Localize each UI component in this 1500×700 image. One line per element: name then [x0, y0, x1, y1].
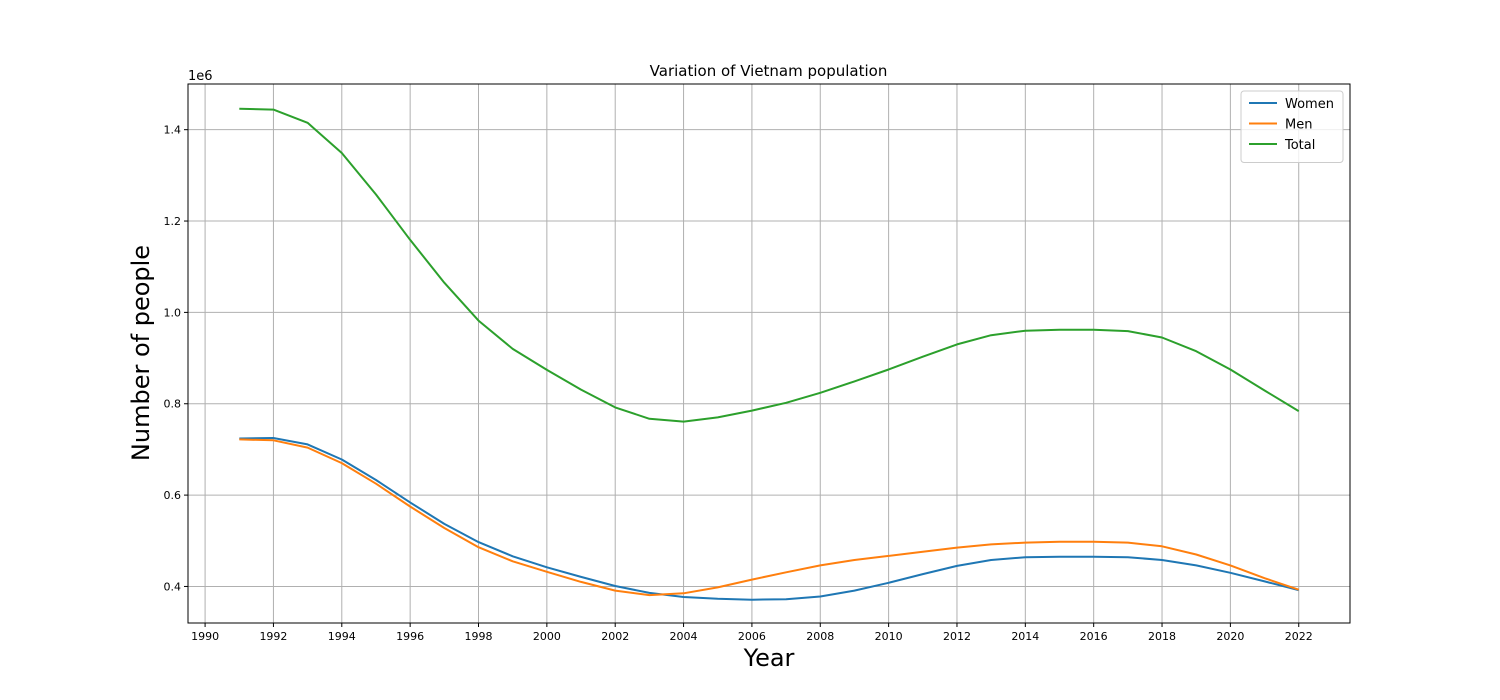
grid	[188, 84, 1350, 623]
x-tick-label: 1998	[465, 630, 493, 643]
x-tick-label: 1996	[396, 630, 424, 643]
y-tick-label: 1.4	[164, 124, 182, 137]
x-tick-label: 2010	[875, 630, 903, 643]
y-tick-label: 0.8	[164, 398, 182, 411]
x-tick-label: 2008	[806, 630, 834, 643]
y-tick-label: 0.4	[164, 580, 182, 593]
x-tick-label: 2020	[1216, 630, 1244, 643]
x-tick-label: 2006	[738, 630, 766, 643]
legend-label-total: Total	[1284, 138, 1315, 153]
x-axis-label: Year	[743, 644, 795, 672]
legend-label-women: Women	[1285, 97, 1334, 112]
y-tick-label: 1.0	[164, 306, 182, 319]
series-group	[239, 107, 1300, 601]
chart-title: Variation of Vietnam population	[650, 62, 888, 80]
series-line-men	[239, 438, 1300, 597]
x-tick-label: 2012	[943, 630, 971, 643]
x-tick-label: 2014	[1011, 630, 1039, 643]
series-line-women	[239, 437, 1299, 601]
x-tick-label: 1992	[259, 630, 287, 643]
x-tick-label: 2004	[670, 630, 698, 643]
x-tick-label: 2022	[1285, 630, 1313, 643]
x-tick-label: 2002	[601, 630, 629, 643]
ticks: 1990 1992 1994 1996 1998 2000 2002 2004 2006 2008…	[164, 124, 1313, 643]
x-tick-label: 2018	[1148, 630, 1176, 643]
x-tick-label: 1994	[328, 630, 356, 643]
y-tick-label: 1.2	[164, 215, 182, 228]
x-tick-label: 2016	[1080, 630, 1108, 643]
legend-label-men: Men	[1285, 118, 1312, 133]
x-tick-label: 2000	[533, 630, 561, 643]
y-axis-label: Number of people	[127, 245, 155, 461]
series-line-total	[239, 107, 1300, 423]
legend: Women Men Total	[1240, 90, 1344, 163]
plot-frame	[187, 83, 1351, 624]
y-offset-label: 1e6	[188, 69, 213, 84]
y-tick-label: 0.6	[164, 489, 182, 502]
x-tick-label: 1990	[191, 630, 219, 643]
